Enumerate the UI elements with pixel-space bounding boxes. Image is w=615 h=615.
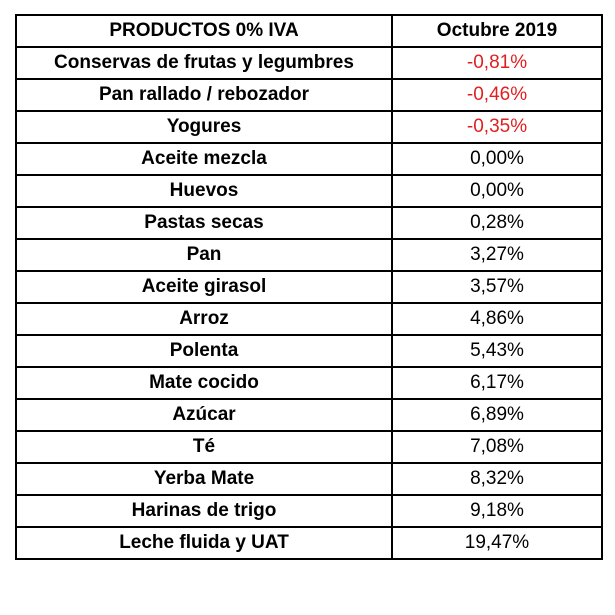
header-period: Octubre 2019 [391, 14, 603, 48]
price-change-cell: 5,43% [391, 334, 603, 368]
product-name-cell: Leche fluida y UAT [15, 526, 393, 560]
product-name-cell: Yerba Mate [15, 462, 393, 496]
product-name-cell: Mate cocido [15, 366, 393, 400]
price-change-cell: 3,57% [391, 270, 603, 304]
price-change-cell: 4,86% [391, 302, 603, 336]
table-row: Yerba Mate 8,32% [15, 462, 603, 496]
price-change-cell: 7,08% [391, 430, 603, 464]
table-row: Polenta 5,43% [15, 334, 603, 368]
price-change-cell: 0,28% [391, 206, 603, 240]
product-name-cell: Conservas de frutas y legumbres [15, 46, 393, 80]
product-name-cell: Aceite girasol [15, 270, 393, 304]
product-name-cell: Azúcar [15, 398, 393, 432]
price-change-cell: 8,32% [391, 462, 603, 496]
product-name-cell: Huevos [15, 174, 393, 208]
price-change-cell: -0,35% [391, 110, 603, 144]
product-name-cell: Harinas de trigo [15, 494, 393, 528]
header-product: PRODUCTOS 0% IVA [15, 14, 393, 48]
price-change-cell: -0,81% [391, 46, 603, 80]
table-row: Huevos 0,00% [15, 174, 603, 208]
product-name-cell: Yogures [15, 110, 393, 144]
table-header-row: PRODUCTOS 0% IVA Octubre 2019 [15, 14, 603, 48]
price-change-cell: 3,27% [391, 238, 603, 272]
price-change-cell: 6,89% [391, 398, 603, 432]
product-name-cell: Pan rallado / rebozador [15, 78, 393, 112]
table-row: Té 7,08% [15, 430, 603, 464]
price-change-cell: 6,17% [391, 366, 603, 400]
table-row: Pan 3,27% [15, 238, 603, 272]
table-row: Harinas de trigo 9,18% [15, 494, 603, 528]
table-container: PRODUCTOS 0% IVA Octubre 2019 Conservas … [15, 14, 603, 560]
table-row: Aceite mezcla 0,00% [15, 142, 603, 176]
price-change-cell: 9,18% [391, 494, 603, 528]
table-row: Conservas de frutas y legumbres -0,81% [15, 46, 603, 80]
table-row: Arroz 4,86% [15, 302, 603, 336]
product-name-cell: Té [15, 430, 393, 464]
price-variation-table: PRODUCTOS 0% IVA Octubre 2019 Conservas … [15, 14, 603, 560]
table-row: Azúcar 6,89% [15, 398, 603, 432]
table-row: Pastas secas 0,28% [15, 206, 603, 240]
product-name-cell: Arroz [15, 302, 393, 336]
price-change-cell: 0,00% [391, 174, 603, 208]
table-body: Conservas de frutas y legumbres -0,81% Pan… [15, 46, 603, 560]
product-name-cell: Aceite mezcla [15, 142, 393, 176]
table-row: Pan rallado / rebozador -0,46% [15, 78, 603, 112]
table-row: Mate cocido 6,17% [15, 366, 603, 400]
product-name-cell: Pastas secas [15, 206, 393, 240]
price-change-cell: 19,47% [391, 526, 603, 560]
product-name-cell: Pan [15, 238, 393, 272]
table-row: Aceite girasol 3,57% [15, 270, 603, 304]
price-change-cell: 0,00% [391, 142, 603, 176]
table-row: Yogures -0,35% [15, 110, 603, 144]
price-change-cell: -0,46% [391, 78, 603, 112]
table-row: Leche fluida y UAT 19,47% [15, 526, 603, 560]
product-name-cell: Polenta [15, 334, 393, 368]
